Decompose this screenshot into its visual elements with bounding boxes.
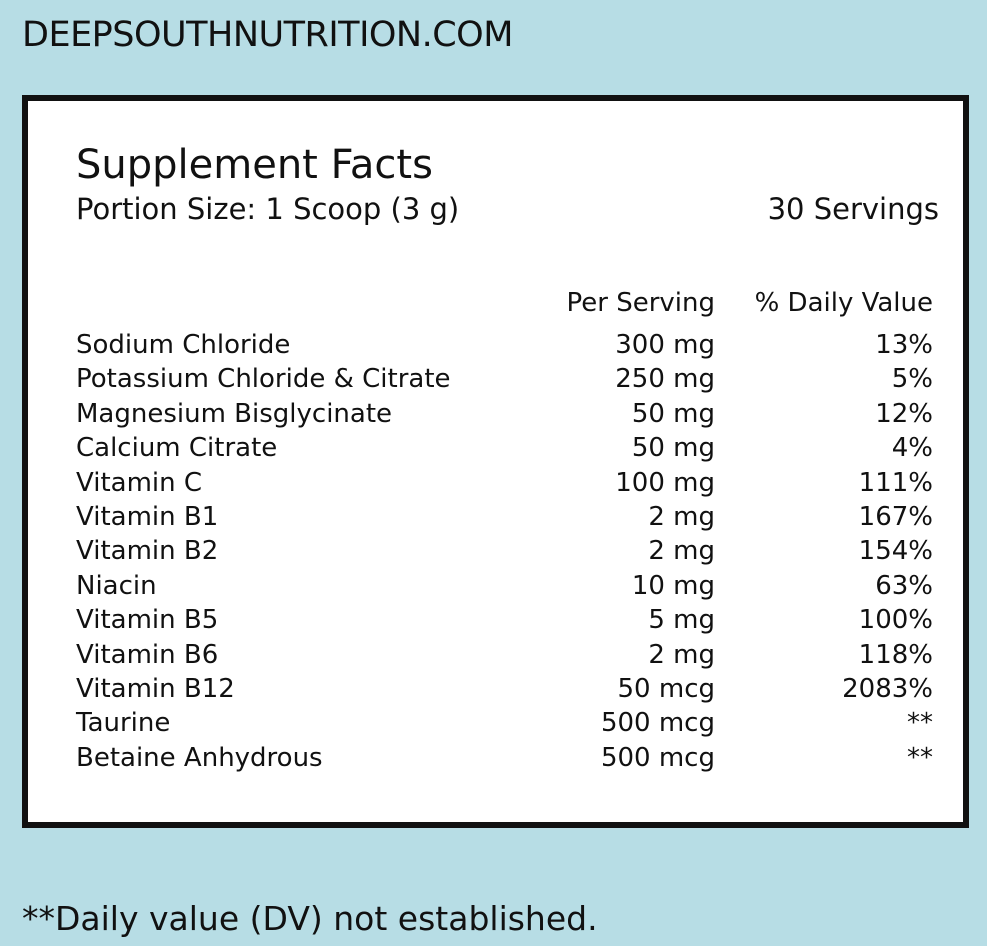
daily-value: 154% — [858, 536, 933, 567]
nutrient-name: Potassium Chloride & Citrate — [76, 364, 451, 395]
amount-per-serving: 250 mg — [615, 364, 715, 395]
nutrient-name: Calcium Citrate — [76, 433, 278, 464]
nutrient-name: Taurine — [76, 708, 171, 739]
nutrient-name: Vitamin B12 — [76, 674, 235, 704]
panel-title: Supplement Facts — [76, 142, 433, 188]
nutrient-name: Vitamin C — [76, 467, 203, 498]
daily-value: ** — [907, 742, 933, 773]
nutrient-name: Betaine Anhydrous — [76, 742, 323, 773]
amount-per-serving: 2 mg — [648, 502, 715, 532]
amount-per-serving: 300 mg — [615, 330, 715, 360]
nutrient-name: Vitamin B2 — [76, 536, 219, 567]
column-header: % Daily Value — [754, 288, 933, 318]
daily-value: ** — [907, 708, 933, 739]
amount-per-serving: 50 mg — [631, 433, 715, 464]
daily-value: 100% — [858, 605, 933, 636]
column-header: Per Serving — [566, 288, 715, 318]
daily-value: 2083% — [842, 674, 933, 704]
amount-per-serving: 100 mg — [615, 467, 715, 498]
amount-per-serving: 2 mg — [648, 639, 715, 670]
amount-per-serving: 50 mg — [631, 398, 715, 429]
nutrient-name: Sodium Chloride — [76, 330, 291, 360]
daily-value: 111% — [858, 467, 933, 498]
daily-value: 118% — [858, 639, 933, 670]
amount-per-serving: 50 mcg — [617, 674, 715, 704]
supplement-facts-panel: Supplement Facts Portion Size: 1 Scoop (… — [22, 95, 969, 828]
nutrient-name: Niacin — [76, 570, 157, 601]
servings: 30 Servings — [767, 192, 939, 226]
daily-value: 12% — [875, 398, 933, 429]
daily-value: 4% — [891, 433, 933, 464]
daily-value: 13% — [875, 330, 933, 360]
daily-value: 63% — [875, 570, 933, 601]
amount-per-serving: 500 mcg — [600, 708, 715, 739]
nutrient-name: Vitamin B1 — [76, 502, 219, 532]
nutrient-name: Magnesium Bisglycinate — [76, 398, 393, 429]
site-name: DEEPSOUTHNUTRITION.COM — [22, 15, 513, 55]
amount-per-serving: 10 mg — [631, 570, 715, 601]
portion-size: Portion Size: 1 Scoop (3 g) — [76, 192, 460, 226]
daily-value: 5% — [891, 364, 933, 395]
footnote: **Daily value (DV) not established. — [22, 899, 598, 938]
amount-per-serving: 2 mg — [648, 536, 715, 567]
amount-per-serving: 500 mcg — [600, 742, 715, 773]
amount-per-serving: 5 mg — [648, 605, 715, 636]
nutrient-name: Vitamin B6 — [76, 639, 219, 670]
nutrient-name: Vitamin B5 — [76, 605, 219, 636]
daily-value: 167% — [858, 502, 933, 532]
